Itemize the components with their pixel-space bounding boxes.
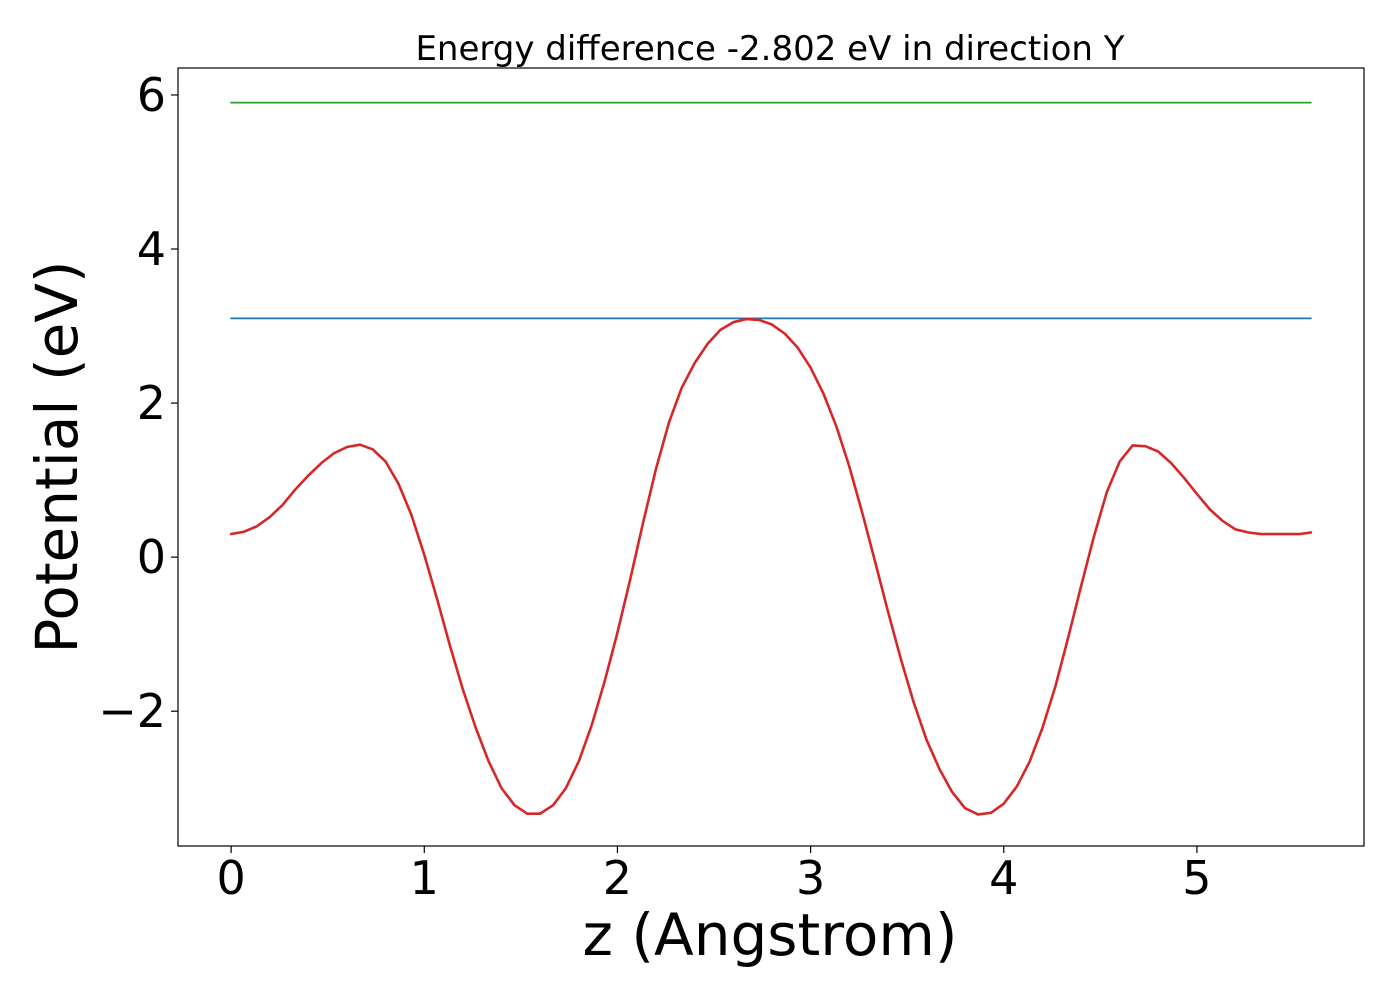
x-tick-label: 1 <box>410 851 439 905</box>
plot-frame <box>177 67 1365 847</box>
y-axis-ticks: −2 0 2 4 6 <box>98 68 178 738</box>
plot-area <box>229 101 1313 816</box>
x-tick-label: 3 <box>796 851 825 905</box>
y-tick-label: 0 <box>137 530 166 584</box>
x-tick-label: 2 <box>603 851 632 905</box>
y-tick-label: 6 <box>137 68 166 122</box>
x-axis-ticks: 0 1 2 3 4 5 <box>216 846 1212 905</box>
x-tick-label: 0 <box>216 851 245 905</box>
y-tick-label: 4 <box>137 222 166 276</box>
chart-title: Energy difference -2.802 eV in direction… <box>415 29 1124 69</box>
y-tick-label: 2 <box>137 376 166 430</box>
y-axis-label: Potential (eV) <box>23 260 91 653</box>
x-tick-label: 4 <box>989 851 1018 905</box>
y-tick-label: −2 <box>98 684 166 738</box>
red-potential-curve <box>229 317 1313 816</box>
x-axis-label: z (Angstrom) <box>583 901 958 969</box>
x-tick-label: 5 <box>1182 851 1211 905</box>
